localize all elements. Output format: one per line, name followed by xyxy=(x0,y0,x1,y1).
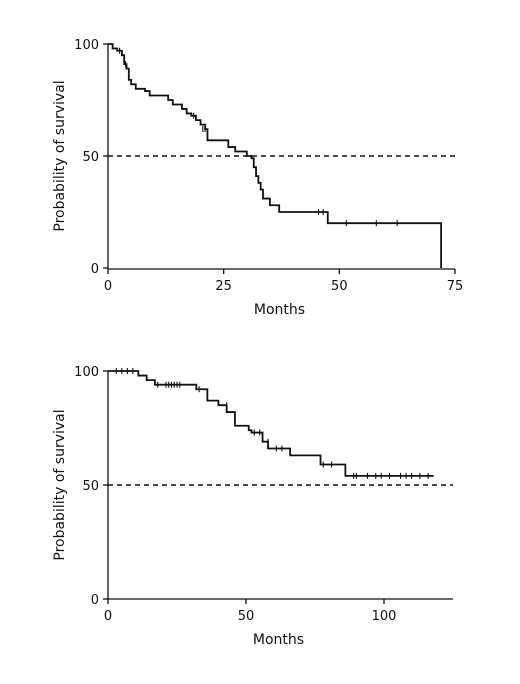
chart-2-x-tick-label: 0 xyxy=(104,609,112,624)
chart-1-x-axis-label: Months xyxy=(254,302,305,318)
chart-1-x-tick-label: 0 xyxy=(104,279,112,294)
chart-2-survival-curve xyxy=(108,370,434,477)
chart-1-survival-curve xyxy=(108,43,443,268)
chart-2-y-axis-label: Probability of survival xyxy=(52,409,68,560)
chart-1: 0 50 100 0 25 50 75 Months Probability of surviv… xyxy=(52,38,463,318)
chart-1-y-axis-label: Probability of survival xyxy=(52,80,68,231)
chart-2-x-tick-label: 50 xyxy=(238,609,255,624)
chart-2: 0 50 100 0 50 100 Months Probability of surviva… xyxy=(52,365,453,648)
chart-1-y-tick-label: 0 xyxy=(91,262,99,277)
chart-2-x-tick-label: 100 xyxy=(372,609,397,624)
chart-1-x-tick-label: 25 xyxy=(215,279,232,294)
chart-1-x-tick-label: 75 xyxy=(447,279,464,294)
chart-2-y-tick-label: 50 xyxy=(82,479,99,494)
chart-1-x-tick-label: 50 xyxy=(331,279,348,294)
chart-2-x-axis-label: Months xyxy=(253,632,304,648)
chart-1-y-tick-label: 50 xyxy=(82,150,99,165)
chart-2-y-tick-label: 100 xyxy=(74,365,99,380)
chart-2-y-tick-label: 0 xyxy=(91,593,99,608)
chart-1-y-tick-label: 100 xyxy=(74,38,99,53)
